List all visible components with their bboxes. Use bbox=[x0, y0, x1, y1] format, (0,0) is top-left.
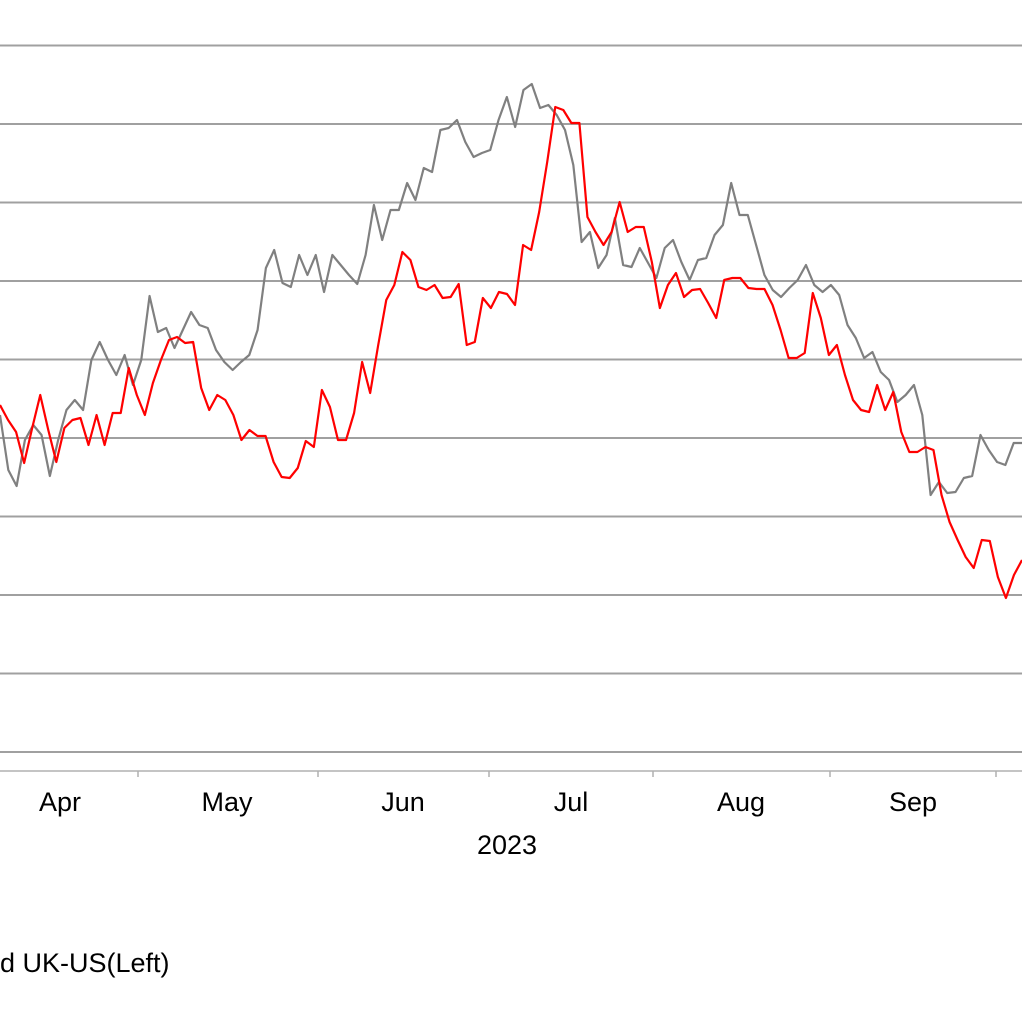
x-tick-label: Sep bbox=[889, 787, 937, 817]
x-tick-label: May bbox=[201, 787, 253, 817]
legend-label: d UK-US(Left) bbox=[0, 948, 170, 978]
x-tick-label: Jul bbox=[554, 787, 589, 817]
x-tick-label: Apr bbox=[39, 787, 81, 817]
line-series bbox=[0, 105, 1022, 600]
x-axis-label: 2023 bbox=[477, 830, 537, 860]
x-tick-label: Jun bbox=[381, 787, 425, 817]
x-tick-label: Aug bbox=[717, 787, 765, 817]
line-series bbox=[0, 82, 1022, 497]
